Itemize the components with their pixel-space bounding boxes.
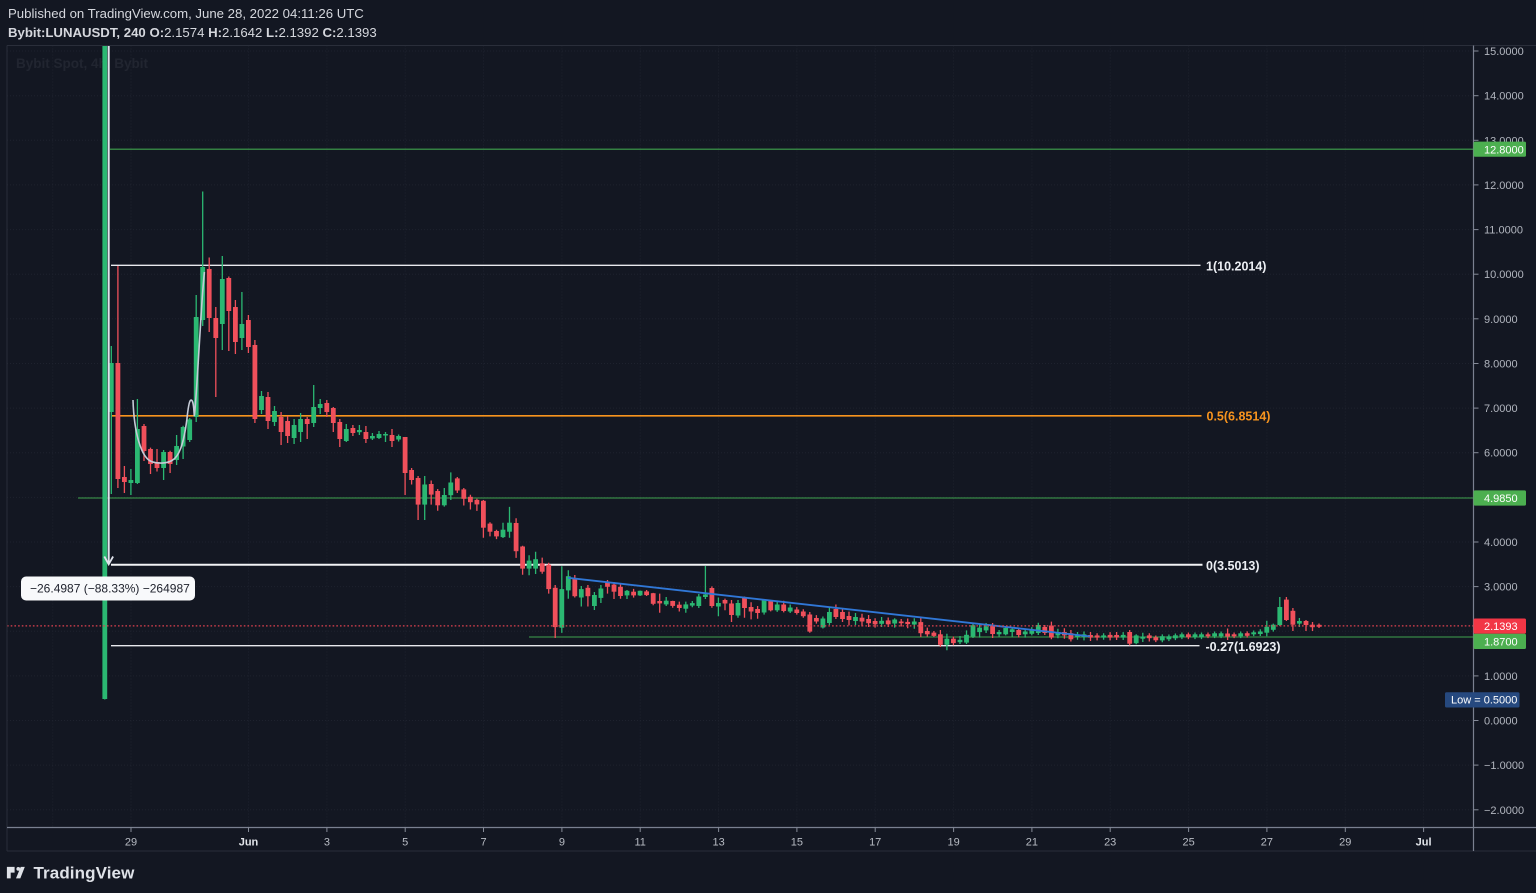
svg-text:Bybit:LUNAUSDT, 240 O:2.1574 H: Bybit:LUNAUSDT, 240 O:2.1574 H:2.1642 L:… [8, 25, 377, 40]
svg-text:−2.0000: −2.0000 [1484, 805, 1524, 817]
svg-text:3.0000: 3.0000 [1484, 582, 1518, 594]
svg-text:0.0000: 0.0000 [1484, 716, 1518, 728]
svg-text:29: 29 [1339, 837, 1351, 849]
svg-text:8.0000: 8.0000 [1484, 359, 1518, 371]
svg-text:4.9850: 4.9850 [1484, 493, 1518, 505]
svg-text:23: 23 [1104, 837, 1116, 849]
svg-text:13: 13 [712, 837, 724, 849]
svg-text:Jul: Jul [1416, 837, 1432, 849]
svg-text:Low = 0.5000: Low = 0.5000 [1451, 695, 1517, 707]
svg-text:TradingView: TradingView [34, 864, 136, 883]
svg-text:27: 27 [1261, 837, 1273, 849]
svg-text:0(3.5013): 0(3.5013) [1206, 559, 1260, 573]
svg-text:3: 3 [324, 837, 330, 849]
svg-text:-0.27(1.6923): -0.27(1.6923) [1206, 640, 1281, 654]
svg-text:25: 25 [1182, 837, 1194, 849]
svg-text:5: 5 [402, 837, 408, 849]
svg-text:11: 11 [634, 837, 645, 849]
svg-text:−26.4987 (−88.33%) −264987: −26.4987 (−88.33%) −264987 [30, 582, 190, 596]
svg-text:17: 17 [869, 837, 881, 849]
svg-text:2.1393: 2.1393 [1484, 621, 1518, 633]
svg-text:6.0000: 6.0000 [1484, 448, 1518, 460]
svg-text:15: 15 [791, 837, 803, 849]
svg-text:10.0000: 10.0000 [1484, 269, 1524, 281]
svg-text:Jun: Jun [239, 837, 259, 849]
svg-text:7: 7 [480, 837, 486, 849]
svg-text:1(10.2014): 1(10.2014) [1206, 260, 1266, 274]
svg-text:Published on TradingView.com,: Published on TradingView.com, June 28, 2… [8, 6, 364, 21]
svg-text:9: 9 [559, 837, 565, 849]
svg-text:12.0000: 12.0000 [1484, 180, 1524, 192]
svg-text:12.8000: 12.8000 [1484, 144, 1524, 156]
svg-text:21: 21 [1026, 837, 1038, 849]
svg-text:1.8700: 1.8700 [1484, 637, 1518, 649]
svg-text:15.0000: 15.0000 [1484, 46, 1524, 58]
svg-text:19: 19 [947, 837, 959, 849]
svg-text:9.0000: 9.0000 [1484, 314, 1518, 326]
svg-text:0.5(6.8514): 0.5(6.8514) [1207, 410, 1271, 424]
svg-text:−1.0000: −1.0000 [1484, 760, 1524, 772]
svg-text:7.0000: 7.0000 [1484, 403, 1518, 415]
svg-text:4.0000: 4.0000 [1484, 537, 1518, 549]
svg-text:29: 29 [125, 837, 137, 849]
svg-text:14.0000: 14.0000 [1484, 91, 1524, 103]
svg-text:Bybit Spot, 4h, Bybit: Bybit Spot, 4h, Bybit [16, 56, 149, 71]
svg-text:11.0000: 11.0000 [1484, 225, 1523, 237]
svg-text:1.0000: 1.0000 [1484, 671, 1518, 683]
